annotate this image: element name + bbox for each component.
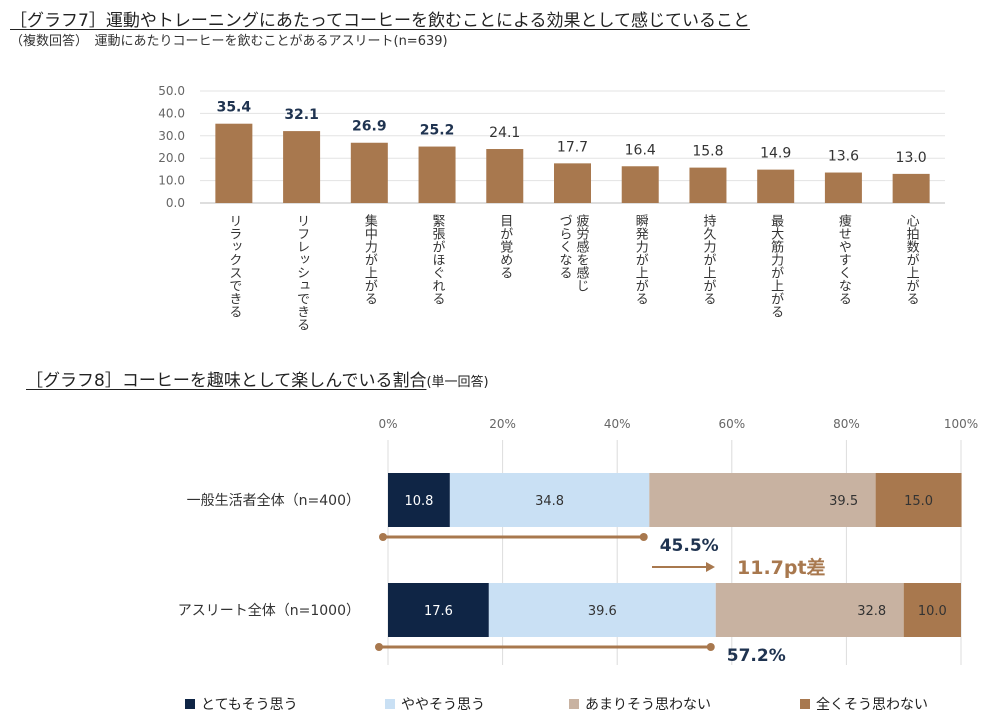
graph7-category-label: 痩せやすくなる — [836, 213, 852, 305]
graph7-data-label: 16.4 — [625, 142, 656, 158]
legend-label: 全くそう思わない — [816, 697, 928, 713]
graph8-diff-arrow-head — [706, 562, 715, 572]
graph8-segment-label: 39.5 — [829, 494, 858, 509]
graph7-ytick-label: 0.0 — [166, 196, 185, 210]
graph8-title-text: ［グラフ8］コーヒーを趣味として楽しんでいる割合 — [26, 371, 427, 391]
graph8-legend: とてもそう思う ややそう思う あまりそう思わない 全くそう思わない — [0, 694, 1002, 718]
legend-swatch — [800, 699, 810, 709]
legend-label: ややそう思う — [401, 697, 485, 713]
graph8-xtick-label: 0% — [378, 417, 397, 431]
graph8-segment-label: 32.8 — [857, 604, 886, 619]
graph8-segment — [649, 473, 876, 527]
legend-item: 全くそう思わない — [800, 694, 928, 714]
graph7-data-label: 17.7 — [557, 139, 588, 155]
graph8-bracket-dot — [706, 643, 715, 651]
graph7-ytick-label: 20.0 — [158, 151, 185, 165]
graph8-category-label: アスリート全体（n=1000） — [178, 602, 360, 619]
graph7-data-label: 26.9 — [352, 119, 387, 135]
graph8-segment — [715, 583, 904, 637]
graph7-data-label: 25.2 — [420, 123, 455, 139]
graph7-category-label: リラックスできる — [226, 214, 241, 318]
graph7-bar — [215, 123, 253, 203]
graph7-data-label: 13.0 — [896, 150, 927, 166]
graph7-category-label: 持久力が上がる — [700, 214, 716, 305]
graph8-bracket-dot — [639, 533, 648, 541]
graph8-segment-label: 34.8 — [535, 494, 564, 509]
graph8-bracket-dot — [379, 533, 387, 541]
graph7-bar — [418, 146, 456, 203]
graph7-ytick-label: 10.0 — [158, 174, 185, 188]
graph8-category-label: 一般生活者全体（n=400） — [187, 492, 360, 509]
graph7-category-label: 目が覚める — [497, 214, 512, 279]
graph7-bar — [350, 142, 388, 203]
graph7-category-label: づらくなる — [557, 214, 572, 279]
graph8-segment — [903, 583, 961, 637]
legend-swatch — [385, 699, 395, 709]
graph7-data-label: 13.6 — [828, 149, 859, 165]
graph8-segment-label: 10.8 — [404, 494, 433, 509]
graph7-data-label: 24.1 — [489, 125, 520, 141]
graph7-data-label: 14.9 — [760, 146, 791, 162]
graph8-segment-label: 15.0 — [904, 494, 933, 509]
graph7-category-label: 疲労感を感じ — [574, 213, 590, 292]
legend-item: とてもそう思う — [185, 694, 298, 714]
legend-swatch — [569, 699, 579, 709]
graph7-bar — [486, 149, 524, 203]
graph8-segment — [388, 473, 450, 527]
graph7-title-text: ［グラフ7］運動やトレーニングにあたってコーヒーを飲むことによる効果として感じて… — [10, 11, 750, 31]
graph8-xtick-label: 60% — [718, 417, 745, 431]
graph8-segment-label: 17.6 — [424, 604, 453, 619]
graph8-title-suffix: (単一回答) — [426, 375, 489, 390]
graph8-title: ［グラフ8］コーヒーを趣味として楽しんでいる割合(単一回答) — [26, 366, 489, 391]
graph8-summary-label: 57.2% — [727, 646, 786, 666]
graph7-ytick-label: 30.0 — [158, 129, 185, 143]
graph8-segment-label: 39.6 — [588, 604, 617, 619]
legend-label: あまりそう思わない — [585, 697, 711, 713]
graph7-bar — [824, 172, 862, 203]
legend-item: ややそう思う — [385, 694, 485, 714]
graph8-diff-label: 11.7pt差 — [737, 556, 826, 579]
graph8-segment — [449, 473, 650, 527]
graph7-ytick-label: 50.0 — [158, 84, 185, 98]
graph7-bar — [757, 169, 795, 203]
legend-item: あまりそう思わない — [569, 694, 711, 714]
graph7-category-label: リフレッシュできる — [294, 214, 309, 331]
graph7-bar — [689, 167, 727, 203]
graph7-bar — [892, 173, 930, 203]
graph7-data-label: 15.8 — [692, 144, 723, 160]
graph7-data-label: 35.4 — [217, 100, 252, 116]
graph8-xtick-label: 20% — [489, 417, 516, 431]
graph7-bar — [554, 163, 591, 203]
graph7-bar — [621, 166, 659, 203]
legend-swatch — [185, 699, 195, 709]
legend-label: とてもそう思う — [201, 697, 298, 713]
graph8-xtick-label: 100% — [944, 417, 978, 431]
graph8-summary-label: 45.5% — [660, 536, 719, 556]
graph7-category-label: 緊張がほぐれる — [430, 214, 446, 305]
graph7-category-label: 最大筋力が上がる — [768, 214, 784, 318]
graph8-segment — [488, 583, 716, 637]
graph7-title: ［グラフ7］運動やトレーニングにあたってコーヒーを飲むことによる効果として感じて… — [10, 6, 750, 31]
graph8-xtick-label: 80% — [833, 417, 860, 431]
graph8-segment — [875, 473, 962, 527]
graph7-category-label: 瞬発力が上がる — [633, 214, 649, 305]
graph7-category-label: 集中力が上がる — [362, 213, 378, 305]
graph7-category-label: 心拍数が上がる — [904, 214, 920, 305]
graph7-ytick-label: 40.0 — [158, 106, 185, 120]
graph8-xtick-label: 40% — [604, 417, 631, 431]
graph7-data-label: 32.1 — [284, 107, 319, 123]
graph8-bracket-dot — [375, 643, 383, 651]
graph7-subtitle: （複数回答） 運動にあたりコーヒーを飲むことがあるアスリート(n=639) — [10, 34, 448, 49]
graph7-bar — [283, 131, 321, 203]
graph8-segment-label: 10.0 — [918, 604, 947, 619]
graph8-segment — [388, 583, 489, 637]
